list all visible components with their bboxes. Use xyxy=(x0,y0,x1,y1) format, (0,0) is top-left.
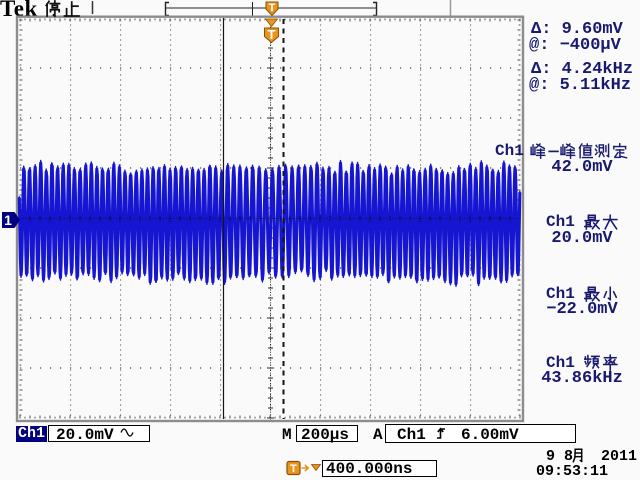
svg-text:1: 1 xyxy=(4,212,12,228)
svg-text:T: T xyxy=(290,463,297,475)
svg-text:T: T xyxy=(268,27,276,42)
svg-text:T: T xyxy=(269,2,276,14)
